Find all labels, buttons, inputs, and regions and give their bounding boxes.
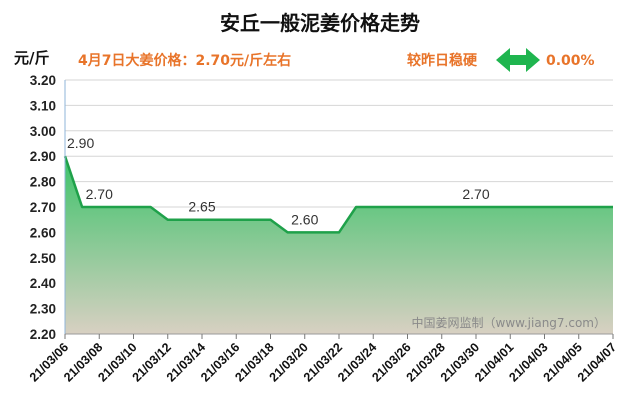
- y-tick-label: 3.20: [30, 73, 56, 88]
- price-line: [63, 155, 613, 234]
- data-labels: 2.90 2.70 2.65 2.60 2.70: [67, 135, 490, 227]
- y-unit-label: 元/斤: [14, 49, 49, 67]
- area-fill: [65, 156, 613, 334]
- data-label: 2.70: [86, 186, 113, 202]
- y-tick-label: 2.30: [30, 302, 56, 317]
- y-tick-label: 2.20: [30, 327, 56, 342]
- trend-label: 较昨日稳硬: [407, 52, 478, 69]
- y-tick-label: 2.80: [30, 175, 56, 190]
- y-tick-label: 2.50: [30, 251, 56, 266]
- change-percent: 0.00%: [546, 53, 595, 69]
- double-arrow-icon: [496, 48, 540, 72]
- y-tick-label: 3.10: [30, 98, 56, 113]
- data-label: 2.70: [462, 186, 489, 202]
- watermark: 中国姜网监制（www.jiang7.com）: [412, 315, 606, 330]
- axes: [64, 80, 614, 339]
- y-tick-label: 3.00: [30, 124, 56, 139]
- y-tick-label: 2.40: [30, 276, 56, 291]
- chart-title: 安丘一般泥姜价格走势: [220, 11, 420, 35]
- price-area: [63, 155, 613, 334]
- x-tick-labels: 21/03/0621/03/0821/03/1021/03/1221/03/14…: [27, 340, 619, 384]
- y-tick-labels: 3.20 3.10 3.00 2.90 2.80 2.70 2.60 2.50 2.40 2.30…: [30, 73, 56, 342]
- y-tick-label: 2.70: [30, 200, 56, 215]
- y-tick-label: 2.60: [30, 225, 56, 240]
- data-label: 2.90: [67, 135, 94, 151]
- y-tick-label: 2.90: [30, 149, 56, 164]
- data-label: 2.60: [291, 211, 318, 227]
- data-label: 2.65: [188, 199, 215, 215]
- price-note: 4月7日大姜价格：2.70元/斤左右: [78, 52, 291, 69]
